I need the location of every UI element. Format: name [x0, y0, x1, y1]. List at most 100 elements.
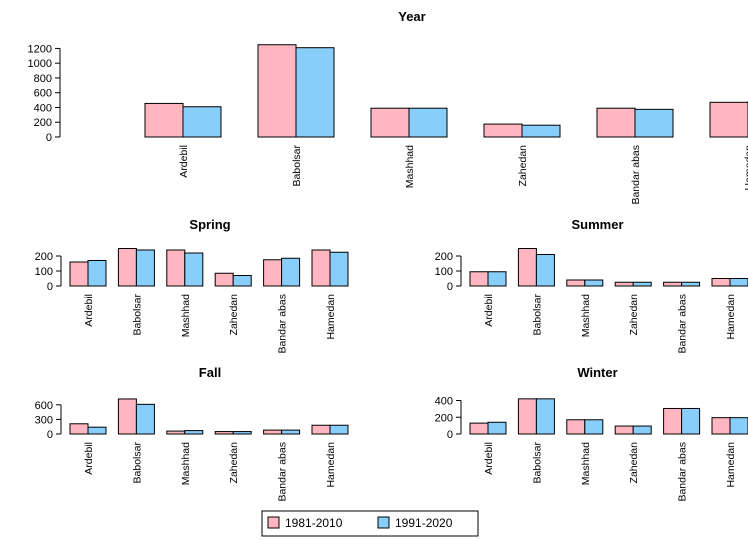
y-tick-label: 800 — [34, 73, 52, 85]
y-tick-label: 1200 — [28, 43, 52, 55]
bar-bandar-abas-2 — [634, 108, 674, 138]
bar-zahedan-1 — [614, 425, 634, 435]
bar-babolsar-1 — [117, 398, 137, 435]
bar-babolsar-1 — [257, 44, 297, 138]
category-label: Ardebil — [483, 442, 495, 475]
bar-bandar-abas-2 — [281, 257, 301, 287]
bar-mashhad-1 — [566, 419, 586, 435]
bar-bandar-abas-2 — [681, 407, 701, 435]
legend-label: 1991-2020 — [395, 516, 453, 530]
category-label: Zahedan — [628, 294, 640, 336]
bar-ardebil-2 — [87, 426, 107, 435]
category-label: Ardebil — [83, 442, 95, 475]
y-tick-label: 0 — [46, 132, 52, 144]
bar-ardebil-2 — [487, 271, 507, 287]
bar-ardebil-2 — [87, 260, 107, 287]
y-tick-label: 100 — [435, 266, 453, 278]
bar-hamedan-1 — [311, 249, 331, 287]
chart-panel-spring: Spring 0 100 200 Ardebil Babolsar Mashhad Zahed… — [35, 217, 349, 354]
chart-panel-fall: Fall 0 300 600 Ardebil Babolsar Mashhad Zahedan… — [35, 365, 349, 502]
category-label: Hamedan — [743, 145, 748, 191]
legend-swatch — [267, 516, 280, 529]
category-label: Babolsar — [531, 294, 543, 336]
bar-mashhad-2 — [184, 430, 204, 435]
bar-babolsar-2 — [135, 249, 155, 287]
category-label: Ardebil — [178, 145, 190, 178]
legend-box — [261, 510, 479, 537]
chart-panel-year: Year 0 200 400 600 800 1000 1200 Ardebil Babolsar… — [28, 9, 748, 205]
legend: 1981-2010 1991-2020 — [261, 510, 479, 537]
category-label: Zahedan — [228, 294, 240, 336]
bar-hamedan-1 — [711, 278, 731, 287]
bar-mashhad-1 — [166, 430, 186, 435]
bar-zahedan-1 — [614, 281, 634, 287]
bar-babolsar-2 — [535, 254, 555, 287]
y-tick-label: 0 — [47, 281, 53, 293]
bar-ardebil-1 — [469, 422, 489, 435]
chart-title: Year — [398, 9, 425, 24]
chart-title: Summer — [571, 217, 623, 232]
y-tick-label: 200 — [34, 117, 52, 129]
category-label: Bandar abas — [677, 294, 689, 354]
bar-zahedan-1 — [483, 123, 523, 138]
bar-babolsar-1 — [117, 248, 137, 287]
category-label: Mashhad — [580, 442, 592, 485]
chart-panel-summer: Summer 0 100 200 Ardebil Babolsar Mashhad Zahed… — [435, 217, 748, 354]
y-tick-label: 200 — [435, 412, 453, 424]
y-tick-label: 0 — [47, 429, 53, 441]
category-label: Mashhad — [404, 145, 416, 188]
bar-bandar-abas-1 — [263, 429, 283, 435]
category-label: Bandar abas — [677, 442, 689, 502]
bar-hamedan-1 — [711, 417, 731, 435]
y-tick-label: 400 — [435, 396, 453, 408]
category-label: Zahedan — [517, 145, 529, 187]
bar-zahedan-2 — [632, 425, 652, 435]
bar-zahedan-2 — [232, 431, 252, 435]
category-label: Babolsar — [131, 294, 143, 336]
category-label: Bandar abas — [630, 145, 642, 205]
bar-babolsar-1 — [517, 248, 537, 287]
bar-bandar-abas-1 — [263, 259, 283, 287]
bar-bandar-abas-1 — [663, 281, 683, 287]
category-label: Bandar abas — [277, 294, 289, 354]
category-label: Ardebil — [483, 294, 495, 327]
bar-babolsar-2 — [535, 398, 555, 435]
category-label: Hamedan — [725, 442, 737, 488]
bar-babolsar-2 — [135, 403, 155, 435]
bar-zahedan-1 — [214, 431, 234, 435]
category-label: Hamedan — [325, 294, 337, 340]
bar-zahedan-2 — [232, 275, 252, 287]
bar-mashhad-1 — [566, 279, 586, 287]
bar-mashhad-2 — [584, 279, 604, 287]
y-tick-label: 600 — [34, 88, 52, 100]
y-tick-label: 0 — [447, 281, 453, 293]
bar-babolsar-2 — [295, 47, 335, 138]
bar-bandar-abas-1 — [596, 107, 636, 138]
bar-bandar-abas-1 — [663, 407, 683, 435]
category-label: Zahedan — [228, 442, 240, 484]
bar-bandar-abas-2 — [681, 281, 701, 287]
y-tick-label: 300 — [35, 414, 53, 426]
category-label: Mashhad — [580, 294, 592, 337]
bar-ardebil-1 — [69, 423, 89, 435]
chart-panel-winter: Winter 0 200 400 Ardebil Babolsar Mashhad Zahed… — [435, 365, 748, 502]
bar-mashhad-1 — [166, 249, 186, 287]
legend-label: 1981-2010 — [285, 516, 343, 530]
bar-hamedan-2 — [729, 278, 748, 287]
y-tick-label: 1000 — [28, 58, 52, 70]
y-tick-label: 400 — [34, 102, 52, 114]
category-label: Hamedan — [725, 294, 737, 340]
bar-mashhad-2 — [408, 107, 448, 138]
bar-hamedan-1 — [709, 101, 748, 138]
bar-zahedan-2 — [521, 124, 561, 138]
bar-ardebil-2 — [487, 421, 507, 435]
bar-mashhad-2 — [184, 252, 204, 287]
bar-ardebil-2 — [182, 106, 222, 138]
category-label: Babolsar — [531, 442, 543, 484]
bar-mashhad-2 — [584, 419, 604, 435]
y-tick-label: 100 — [35, 266, 53, 278]
legend-swatch — [377, 516, 390, 529]
chart-title: Spring — [189, 217, 230, 232]
bar-bandar-abas-2 — [281, 429, 301, 435]
